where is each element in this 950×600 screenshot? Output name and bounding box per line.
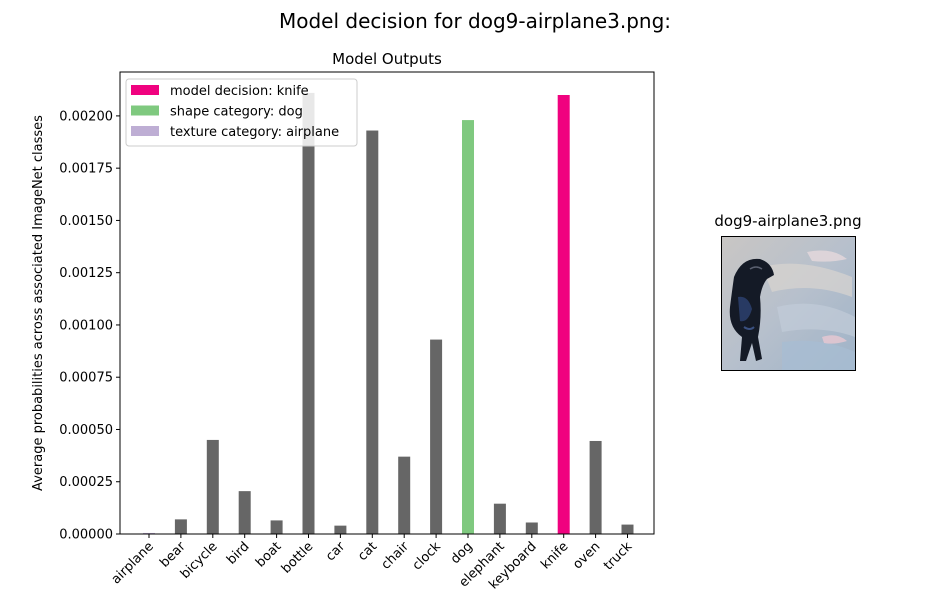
x-tick-label-knife: knife (538, 539, 571, 572)
y-tick-label: 0.00125 (59, 266, 113, 281)
bar-bird (238, 491, 251, 534)
legend-swatch (131, 105, 159, 116)
bar-oven (589, 440, 602, 534)
x-tick-label-clock: clock (410, 539, 445, 574)
stimulus-image (721, 236, 856, 371)
x-tick-label-truck: truck (601, 539, 636, 574)
bar-chair (398, 456, 411, 534)
legend-label: texture category: airplane (170, 125, 339, 140)
bar-car (334, 525, 347, 534)
y-tick-label: 0.00000 (59, 528, 113, 543)
x-tick-label-oven: oven (570, 539, 603, 572)
bar-elephant (493, 503, 506, 534)
bar-bottle (302, 92, 315, 535)
x-tick-label-dog: dog (448, 539, 476, 567)
bar-clock (430, 339, 443, 534)
legend-swatch (131, 126, 159, 136)
y-tick-label: 0.00150 (59, 214, 113, 229)
bar-dog (462, 120, 474, 534)
bar-keyboard (525, 522, 538, 534)
bars-group (143, 92, 634, 535)
y-tick-label: 0.00050 (59, 423, 113, 438)
x-tick-label-bird: bird (224, 539, 252, 567)
y-tick-label: 0.00025 (59, 475, 113, 490)
legend: model decision: knife shape category: dog… (125, 78, 358, 147)
bar-truck (621, 524, 634, 534)
x-tick-label-airplane: airplane (109, 539, 157, 587)
bar-bear (174, 519, 187, 534)
x-tick-label-bottle: bottle (279, 539, 316, 576)
bar-bicycle (206, 439, 219, 534)
image-caption: dog9-airplane3.png (714, 212, 862, 230)
chart-title: Model Outputs (332, 50, 442, 68)
y-axis-label: Average probabilities across associated … (31, 115, 46, 491)
plot-frame (119, 71, 655, 535)
bar-airplane (143, 532, 155, 534)
legend-swatch (131, 85, 159, 95)
legend-label: shape category: dog (170, 105, 303, 120)
y-tick-label: 0.00100 (59, 318, 113, 333)
y-tick-label: 0.00075 (59, 371, 113, 386)
legend-label: model decision: knife (170, 84, 309, 99)
x-tick-label-chair: chair (379, 539, 413, 573)
y-axis: 0.00000 0.00025 0.00050 0.00075 0.00100 0.001… (59, 109, 120, 543)
legend-box (125, 78, 358, 147)
y-tick-label: 0.00200 (59, 109, 113, 124)
bar-knife (557, 95, 570, 534)
x-tick-label-cat: cat (355, 539, 380, 564)
figure-title: Model decision for dog9-airplane3.png: (278, 9, 672, 33)
y-tick-label: 0.00175 (59, 162, 113, 177)
bar-boat (270, 520, 283, 534)
x-tick-label-car: car (323, 539, 349, 565)
bar-cat (366, 130, 379, 534)
